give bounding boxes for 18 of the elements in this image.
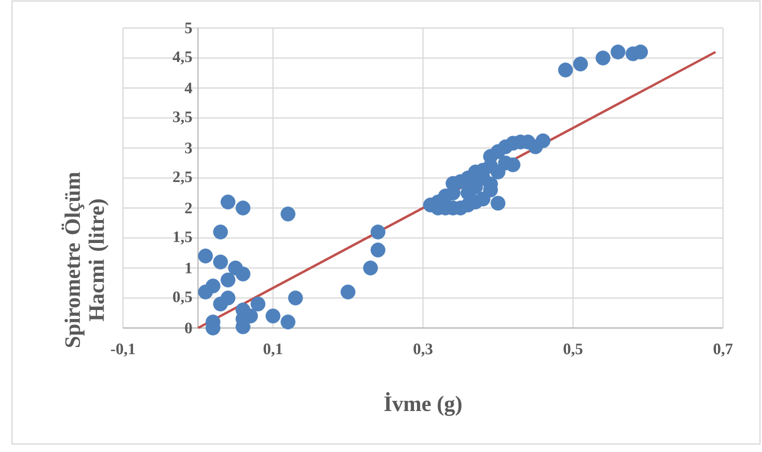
y-tick-label: 4 — [184, 82, 192, 94]
x-tick-label: 0,7 — [714, 344, 733, 357]
y-tick-label: 3,5 — [173, 111, 192, 125]
x-tick-label: 0,3 — [414, 344, 432, 357]
y-tick-label: 2 — [185, 202, 192, 214]
x-tick-label: -0,1 — [110, 344, 135, 357]
y-tick-label: 0 — [185, 322, 192, 334]
y-tick-label: 4,5 — [172, 52, 192, 65]
y-tick-label: 1 — [186, 262, 192, 274]
y-tick-label: 1,5 — [174, 231, 192, 245]
x-axis-title: İvme (g) — [384, 392, 462, 416]
y-tick-label: 0,5 — [173, 291, 192, 305]
y-tick-label: 2,5 — [173, 171, 192, 185]
x-tick-label: 0,5 — [564, 344, 582, 357]
y-axis-title: Spirometre Ölçüm Hacmi (litre) — [61, 172, 108, 348]
x-tick-label: 0,1 — [264, 344, 282, 357]
y-tick-label: 3 — [185, 142, 192, 154]
y-tick-label: 5 — [185, 22, 192, 34]
